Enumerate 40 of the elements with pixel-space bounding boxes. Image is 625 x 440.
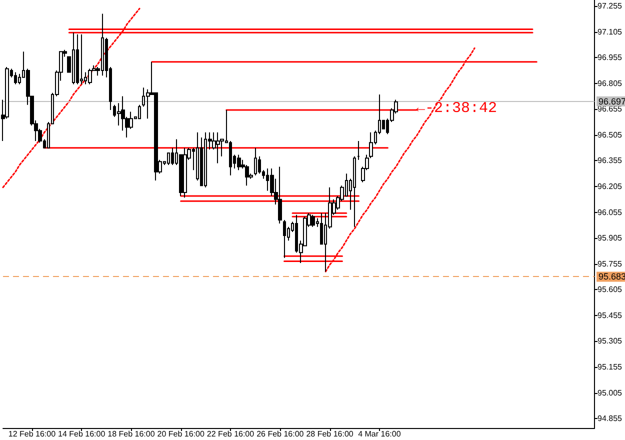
y-tick-label: 95.155 bbox=[598, 362, 623, 372]
y-tick-label: 95.455 bbox=[598, 310, 623, 320]
x-tick-label: 28 Feb 16:00 bbox=[306, 430, 354, 438]
candlestick bbox=[183, 147, 187, 198]
candlestick bbox=[167, 152, 170, 166]
y-tick-label: 96.805 bbox=[598, 78, 623, 88]
y-tick-label: 95.905 bbox=[598, 234, 623, 243]
x-tick-label: 14 Feb 16:00 bbox=[58, 430, 106, 438]
y-tick-label: 95.605 bbox=[598, 285, 623, 294]
candlestick bbox=[76, 34, 79, 85]
y-tick-label: 97.105 bbox=[598, 27, 623, 36]
y-tick-label: 96.355 bbox=[598, 156, 623, 166]
x-tick-label: 18 Feb 16:00 bbox=[108, 430, 156, 438]
candlestick bbox=[278, 166, 282, 224]
y-tick-label: 97.255 bbox=[598, 2, 623, 11]
y-tick-label: 94.855 bbox=[598, 414, 623, 424]
x-tick-label: 26 Feb 16:00 bbox=[256, 430, 304, 438]
x-tick-label: 4 Mar 16:00 bbox=[358, 430, 402, 438]
y-tick-label: 96.205 bbox=[598, 182, 623, 191]
candlestick bbox=[311, 214, 315, 228]
candlestick bbox=[80, 34, 83, 85]
candlestick bbox=[357, 140, 360, 160]
candlestick bbox=[88, 68, 92, 85]
candlestick bbox=[283, 220, 286, 258]
y-tick-label: 95.755 bbox=[598, 259, 623, 268]
x-tick-label: 22 Feb 16:00 bbox=[206, 430, 255, 438]
candlestick bbox=[254, 147, 257, 176]
candlestick bbox=[216, 132, 220, 164]
y-tick-label: 96.505 bbox=[598, 130, 623, 140]
candlestick bbox=[138, 104, 141, 120]
y-tick-label: 95.005 bbox=[598, 388, 623, 398]
y-tick-label: 96.055 bbox=[598, 208, 623, 217]
x-tick-label: 20 Feb 16:00 bbox=[157, 430, 205, 438]
y-tick-label: 96.955 bbox=[598, 53, 623, 62]
y-tick-label: 95.305 bbox=[598, 336, 623, 346]
candlestick bbox=[353, 156, 356, 228]
y-tick-label: 96.655 bbox=[598, 104, 623, 114]
candlestick bbox=[237, 154, 241, 171]
candlestick bbox=[14, 72, 17, 85]
x-tick-label: 12 Feb 16:00 bbox=[8, 430, 56, 438]
